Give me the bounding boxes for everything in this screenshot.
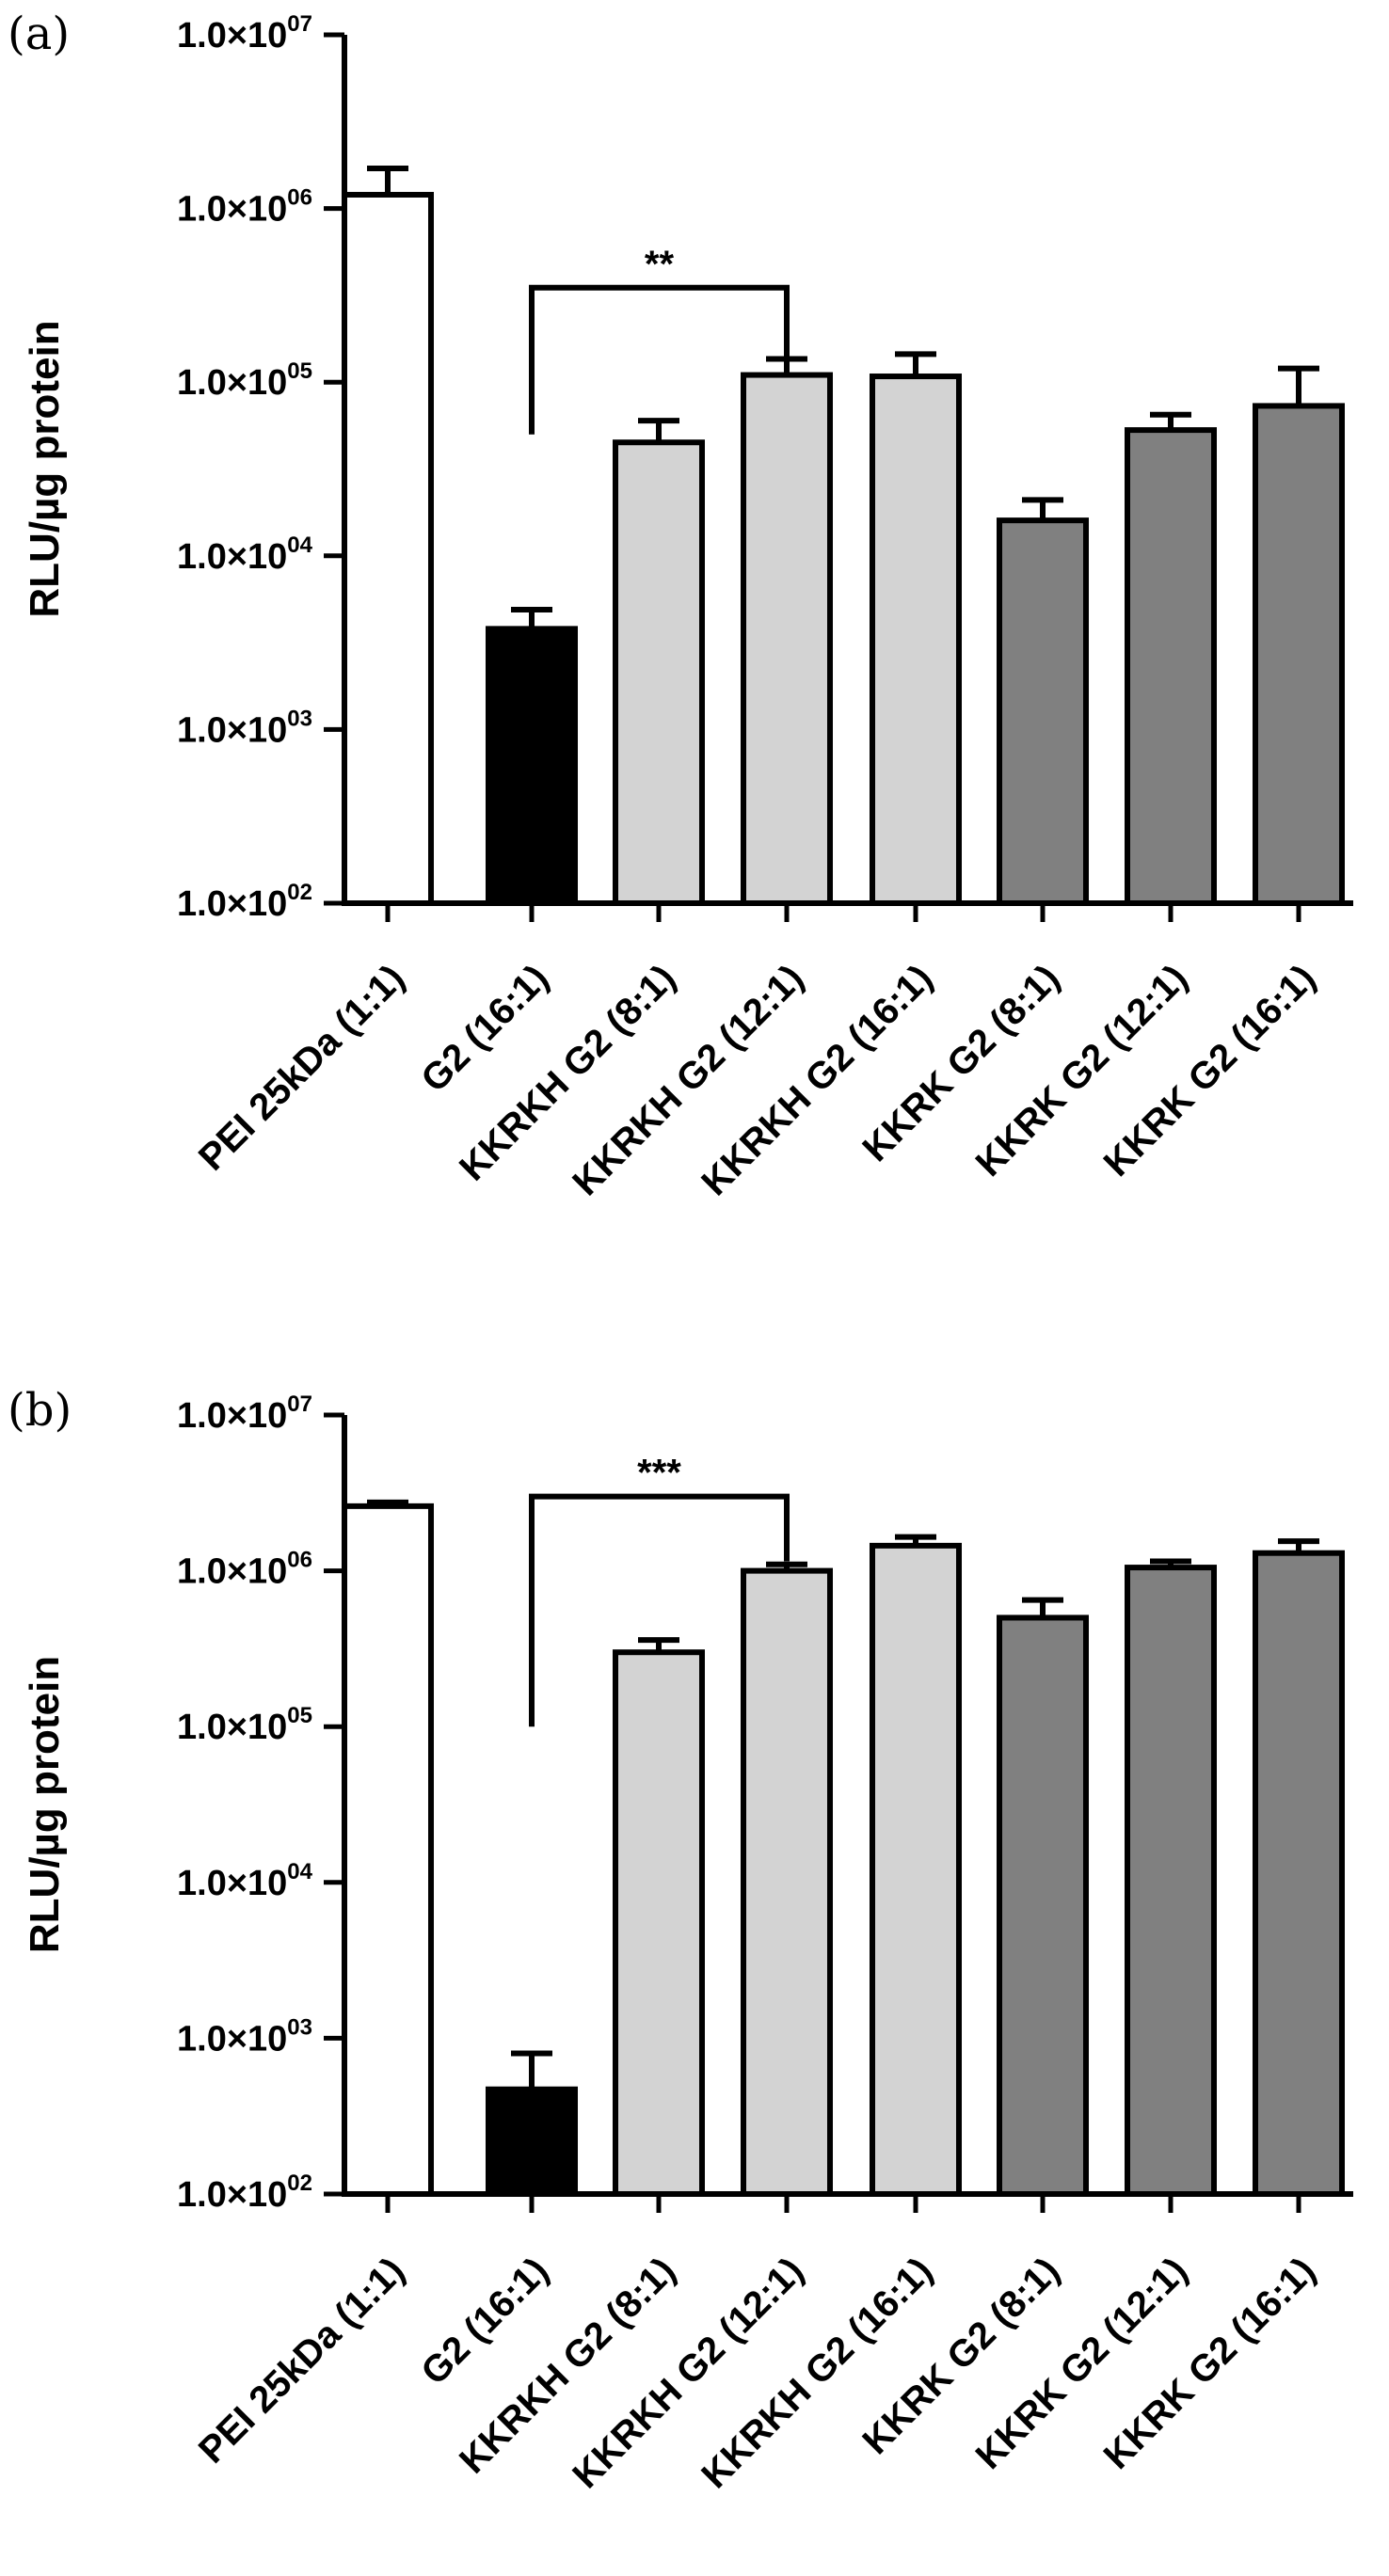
significance-label: *** xyxy=(637,1453,681,1494)
bar xyxy=(997,1614,1089,2197)
y-tick-label: 1.0×1002 xyxy=(177,880,312,924)
y-tick-label: 1.0×1007 xyxy=(177,1391,312,1436)
bar xyxy=(1125,1565,1217,2197)
bar xyxy=(613,1649,705,2197)
x-category-label: KKRK G2 (16:1) xyxy=(1096,957,1324,1185)
x-category-label: KKRK G2 (12:1) xyxy=(968,2250,1196,2477)
bar xyxy=(870,374,962,906)
x-category-label: PEI 25kDa (1:1) xyxy=(191,2250,412,2471)
bar xyxy=(1253,1550,1345,2197)
x-category-label: KKRKH G2 (16:1) xyxy=(694,957,940,1203)
y-tick-label: 1.0×1002 xyxy=(177,2171,312,2215)
chart-panel-1: (b) 1.0×1002 1.0×1003 1.0×1004 1.0×1005 1.0×1… xyxy=(8,1384,1353,2496)
x-category-label: KKRK G2 (12:1) xyxy=(968,957,1196,1185)
bar xyxy=(997,517,1089,906)
bar xyxy=(486,2086,578,2198)
bar xyxy=(741,1567,833,2197)
y-tick-label: 1.0×1005 xyxy=(177,1703,312,1747)
y-axis-title: RLU/µg protein xyxy=(22,320,68,617)
significance-bracket xyxy=(529,284,790,435)
chart-panel-0: (a) 1.0×1002 1.0×1003 1.0×1004 1.0×1005 1.0×1… xyxy=(8,8,1353,1203)
significance-label: ** xyxy=(645,244,675,285)
x-category-label: KKRKH G2 (8:1) xyxy=(452,957,683,1188)
bar xyxy=(1125,427,1217,906)
y-tick-label: 1.0×1007 xyxy=(177,11,312,56)
y-tick-label: 1.0×1004 xyxy=(177,1859,313,1903)
significance-bracket xyxy=(529,1493,790,1727)
bar xyxy=(486,626,578,906)
y-tick-label: 1.0×1005 xyxy=(177,358,312,403)
x-category-label: PEI 25kDa (1:1) xyxy=(191,957,412,1178)
bar xyxy=(342,1503,434,2197)
panel-label: (b) xyxy=(8,1384,72,1437)
x-category-label: KKRK G2 (16:1) xyxy=(1096,2250,1324,2477)
y-tick-label: 1.0×1006 xyxy=(177,185,312,230)
x-category-label: KKRKH G2 (16:1) xyxy=(694,2250,940,2496)
y-tick-label: 1.0×1003 xyxy=(177,2014,312,2059)
x-category-label: KKRKH G2 (12:1) xyxy=(565,2250,811,2496)
x-category-label: KKRKH G2 (12:1) xyxy=(565,957,811,1203)
y-tick-label: 1.0×1003 xyxy=(177,706,312,750)
y-axis-title: RLU/µg protein xyxy=(22,1656,68,1953)
y-tick-label: 1.0×1006 xyxy=(177,1548,312,1592)
y-tick-label: 1.0×1004 xyxy=(177,533,313,577)
bar xyxy=(870,1542,962,2197)
panel-label: (a) xyxy=(8,8,70,60)
bar xyxy=(613,439,705,906)
bar xyxy=(741,372,833,906)
bar xyxy=(342,191,434,906)
bar xyxy=(1253,403,1345,906)
x-category-label: KKRKH G2 (8:1) xyxy=(452,2250,683,2481)
